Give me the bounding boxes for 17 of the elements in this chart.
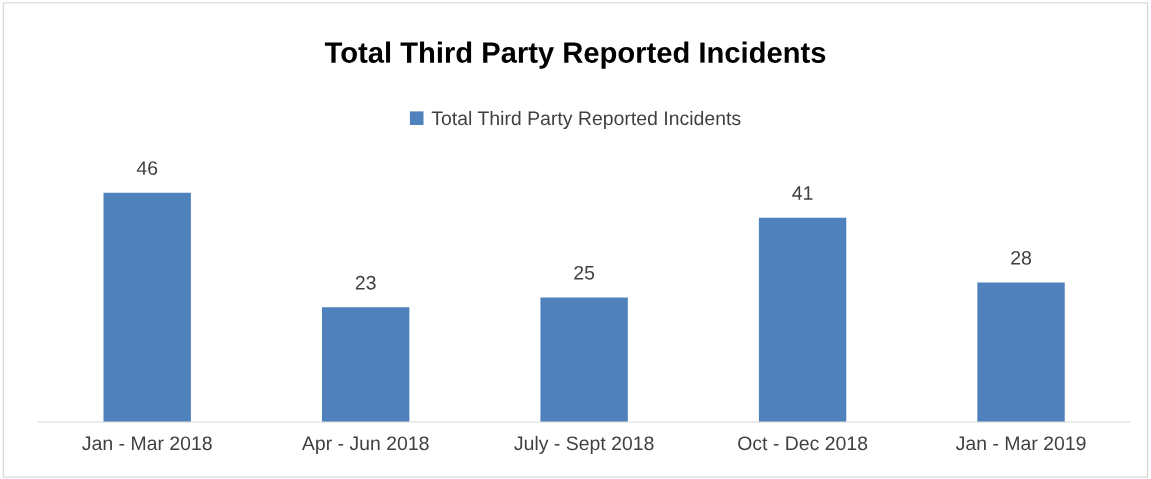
legend-label: Total Third Party Reported Incidents (431, 110, 741, 130)
data-label: 28 (1011, 250, 1032, 265)
x-tick-label: July - Sept 2018 (514, 435, 654, 455)
data-label: 23 (355, 275, 376, 290)
x-tick-label: Jan - Mar 2018 (82, 436, 212, 451)
x-tick-label: Oct - Dec 2018 (738, 436, 868, 451)
data-label: 25 (574, 265, 595, 280)
bar (321, 307, 410, 422)
data-label: 41 (792, 186, 813, 200)
data-label: 46 (136, 161, 158, 175)
bar (540, 297, 628, 422)
chart-title: Total Third Party Reported Incidents (324, 41, 826, 69)
bar (977, 282, 1065, 422)
x-tick-label: Jan - Mar 2019 (955, 436, 1086, 451)
x-tick-label: Apr - Jun 2018 (301, 436, 429, 455)
bar (758, 217, 847, 422)
bar (103, 192, 191, 422)
